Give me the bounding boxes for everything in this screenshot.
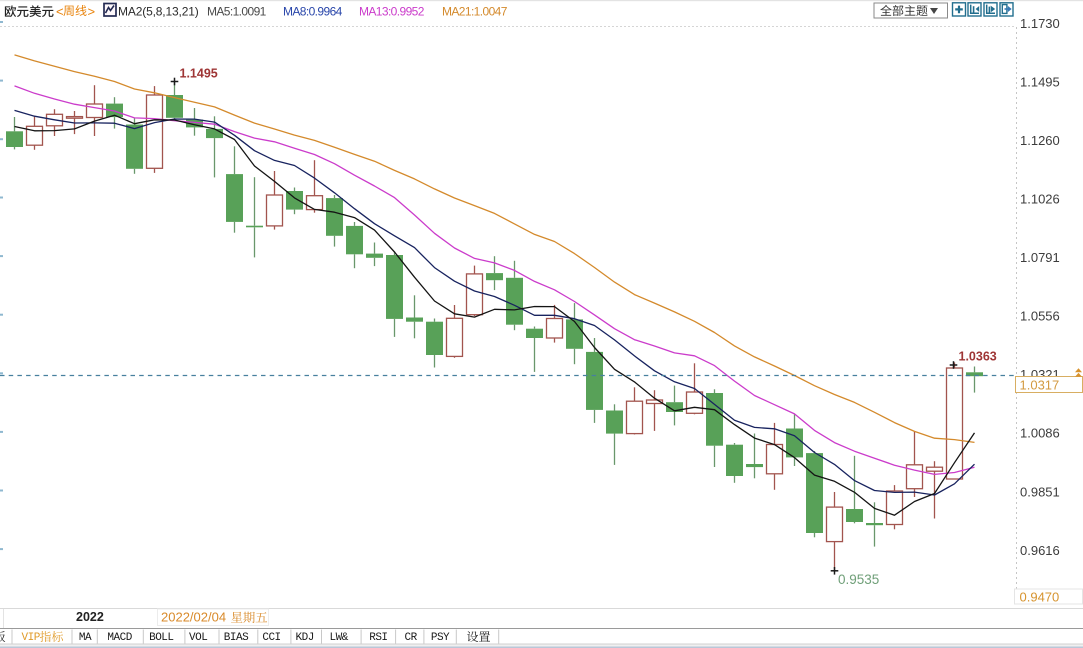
svg-text:MA8:0.9964: MA8:0.9964 bbox=[283, 5, 343, 19]
svg-text:0.9535: 0.9535 bbox=[838, 572, 879, 587]
svg-text:1.0086: 1.0086 bbox=[1020, 426, 1060, 441]
svg-text:CR: CR bbox=[404, 632, 417, 644]
svg-text:MA: MA bbox=[79, 632, 92, 644]
svg-text:LW&: LW& bbox=[330, 632, 349, 644]
svg-text:MA21:1.0047: MA21:1.0047 bbox=[442, 5, 508, 19]
svg-text:0.9616: 0.9616 bbox=[1020, 543, 1060, 558]
svg-text:MACD: MACD bbox=[107, 632, 132, 644]
svg-text:1.1026: 1.1026 bbox=[1020, 191, 1060, 206]
svg-text:1.0556: 1.0556 bbox=[1020, 309, 1060, 324]
svg-text:CCI: CCI bbox=[262, 632, 280, 644]
svg-text:BIAS: BIAS bbox=[224, 632, 249, 644]
svg-text:>: > bbox=[88, 4, 96, 19]
svg-text:KDJ: KDJ bbox=[296, 632, 314, 644]
svg-text:1.1730: 1.1730 bbox=[1020, 16, 1060, 31]
svg-text:PSY: PSY bbox=[431, 632, 450, 644]
svg-text:BOLL: BOLL bbox=[149, 632, 173, 644]
svg-text:1.1495: 1.1495 bbox=[180, 67, 218, 81]
svg-text:RSI: RSI bbox=[369, 632, 387, 644]
svg-text:MA2(5,8,13,21): MA2(5,8,13,21) bbox=[118, 5, 199, 19]
svg-text:1.1495: 1.1495 bbox=[1020, 74, 1060, 89]
svg-text:1.1260: 1.1260 bbox=[1020, 133, 1060, 148]
svg-text:2022: 2022 bbox=[76, 610, 104, 624]
svg-text:VOL: VOL bbox=[189, 632, 207, 644]
svg-text:0.9470: 0.9470 bbox=[1020, 590, 1060, 605]
svg-text:MA5:1.0091: MA5:1.0091 bbox=[207, 5, 267, 19]
svg-text:1.0317: 1.0317 bbox=[1020, 378, 1060, 393]
svg-text:1.0791: 1.0791 bbox=[1020, 250, 1060, 265]
svg-text:<: < bbox=[56, 4, 64, 19]
svg-text:0.9851: 0.9851 bbox=[1020, 484, 1060, 499]
svg-text:1.0363: 1.0363 bbox=[959, 350, 997, 364]
svg-text:2022/02/04: 2022/02/04 bbox=[161, 610, 226, 625]
svg-text:MA13:0.9952: MA13:0.9952 bbox=[359, 5, 425, 19]
svg-text:VIP: VIP bbox=[22, 632, 41, 644]
